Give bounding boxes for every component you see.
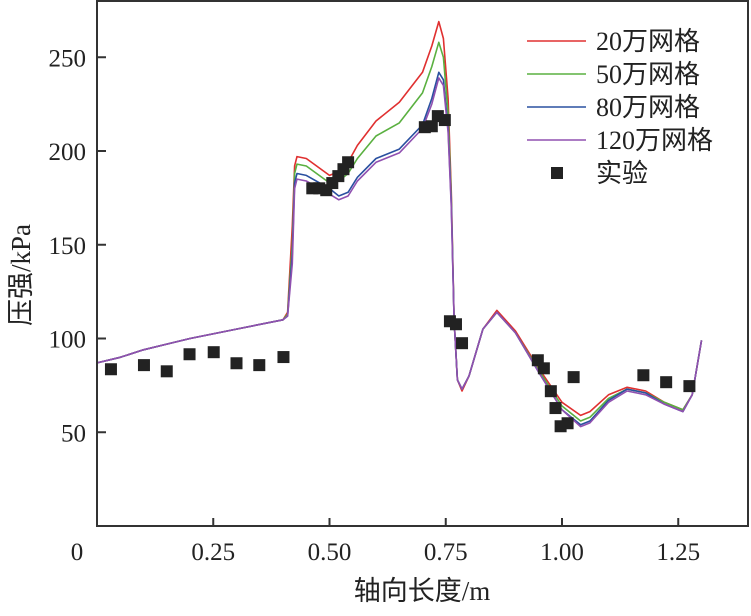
experiment-point — [549, 402, 562, 415]
experiment-point — [438, 114, 451, 127]
x-tick-label: 0.25 — [191, 539, 235, 566]
experiment-point — [683, 380, 696, 393]
legend-label-2: 80万网格 — [596, 93, 700, 122]
experiment-point — [137, 359, 150, 372]
series-line-1 — [96, 41, 703, 422]
x-axis-label: 轴向长度/m — [354, 576, 491, 606]
x-tick-label: 0.50 — [308, 539, 352, 566]
experiment-point — [537, 362, 550, 375]
x-tick-label: 1.25 — [656, 539, 700, 566]
experiment-point — [183, 348, 196, 361]
y-tick-label: 200 — [49, 139, 87, 166]
experiment-point — [561, 417, 574, 430]
experiment-point — [456, 337, 469, 350]
series-line-3 — [96, 77, 703, 428]
series-layer — [96, 20, 703, 428]
experiment-point — [104, 363, 117, 376]
legend-label-experiment: 实验 — [596, 159, 648, 188]
plot-frame — [96, 0, 749, 527]
x-tick-label: 0 — [71, 539, 84, 566]
y-tick-label: 50 — [61, 420, 86, 447]
experiment-point — [230, 357, 243, 370]
legend-label-3: 120万网格 — [596, 126, 713, 155]
experiment-point — [544, 385, 557, 398]
legend-swatch-experiment — [551, 167, 563, 179]
experiment-point — [567, 371, 580, 384]
y-tick-label: 150 — [49, 233, 87, 260]
ticks-layer: 0 0.25 0.50 0.75 1.00 1.25 50 100 150 200 250 — [49, 45, 701, 566]
experiment-point — [277, 351, 290, 364]
y-axis-label: 压强/kPa — [6, 224, 36, 326]
legend-label-0: 20万网格 — [596, 27, 700, 56]
x-tick-label: 0.75 — [424, 539, 468, 566]
x-tick-label: 1.00 — [540, 539, 584, 566]
experiment-point — [207, 346, 220, 359]
experiment-point — [342, 156, 355, 169]
experiment-point — [660, 376, 673, 389]
experiment-point — [425, 120, 438, 133]
series-line-0 — [96, 20, 703, 417]
experiment-point — [637, 369, 650, 382]
legend-label-1: 50万网格 — [596, 60, 700, 89]
y-tick-label: 100 — [49, 327, 87, 354]
scatter-layer — [104, 110, 696, 433]
experiment-point — [449, 318, 462, 331]
y-tick-label: 250 — [49, 45, 87, 72]
experiment-point — [160, 365, 173, 378]
experiment-point — [253, 359, 266, 372]
